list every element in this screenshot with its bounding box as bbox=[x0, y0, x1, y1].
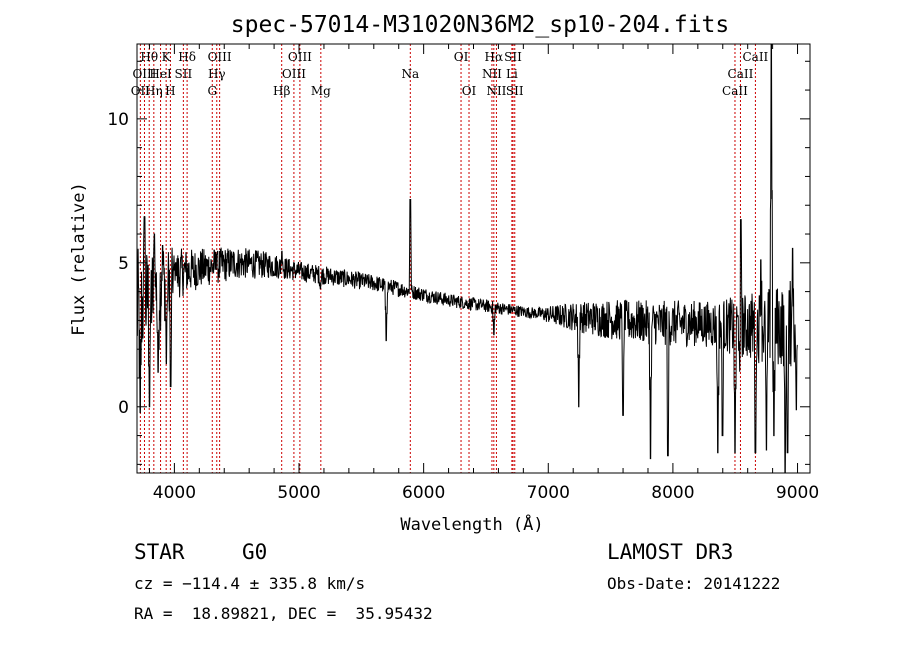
spectral-line-label: OII bbox=[131, 84, 151, 98]
spectral-line-label: NII bbox=[486, 84, 506, 98]
spectral-line-label: CaII bbox=[728, 67, 754, 81]
survey-label: LAMOST DR3 bbox=[607, 540, 734, 564]
spectral-line-label: OIII bbox=[208, 50, 232, 64]
spectral-line-label: CaII bbox=[742, 50, 768, 64]
spectrum-line bbox=[136, 43, 798, 474]
spectral-line-label: SII bbox=[506, 84, 524, 98]
x-tick-label: 8000 bbox=[651, 483, 694, 503]
y-tick-label: 10 bbox=[107, 110, 129, 130]
spectral-line-label: OI bbox=[462, 84, 477, 98]
axis-ticks: 4000 5000 6000 7000 8000 9000 0 5 10 bbox=[107, 44, 819, 503]
spectral-line-label: Hη bbox=[145, 84, 163, 98]
x-tick-label: 6000 bbox=[402, 483, 445, 503]
spectral-line-label: H bbox=[165, 84, 175, 98]
subclass-label: G0 bbox=[242, 540, 268, 564]
coordinates-text: RA = 18.89821, DEC = 35.95432 bbox=[134, 604, 433, 623]
spectral-line-label: Hδ bbox=[178, 50, 196, 64]
y-axis-label: Flux (relative) bbox=[69, 182, 89, 336]
x-tick-label: 4000 bbox=[153, 483, 196, 503]
spectral-line-label: OI bbox=[454, 50, 469, 64]
spectral-line-label: Hθ bbox=[140, 50, 158, 64]
spectral-line-label: Li bbox=[506, 67, 518, 81]
chart-title: spec-57014-M31020N36M2_sp10-204.fits bbox=[231, 12, 730, 38]
spectral-line-label: K bbox=[162, 50, 172, 64]
x-tick-label: 5000 bbox=[277, 483, 320, 503]
spectral-line-label: SII bbox=[175, 67, 193, 81]
spectral-line-label: NII bbox=[482, 67, 502, 81]
spectral-line-label: Hβ bbox=[273, 84, 290, 98]
obs-date-text: Obs-Date: 20141222 bbox=[607, 574, 781, 593]
class-label: STAR bbox=[134, 540, 185, 564]
spectral-line-label: OIII bbox=[282, 67, 306, 81]
spectral-line-label: OIII bbox=[132, 67, 156, 81]
spectral-line-label: HeI bbox=[149, 67, 172, 81]
x-axis-label: Wavelength (Å) bbox=[400, 513, 543, 535]
spectral-line-label: Mg bbox=[311, 84, 331, 98]
spectral-line-label: OIII bbox=[288, 50, 312, 64]
spectral-line-label: CaII bbox=[722, 84, 748, 98]
x-tick-label: 9000 bbox=[776, 483, 819, 503]
y-tick-label: 5 bbox=[118, 254, 129, 274]
redshift-text: cz = −114.4 ± 335.8 km/s bbox=[134, 574, 366, 593]
spectral-line-label: SII bbox=[504, 50, 522, 64]
spectral-line-label: Na bbox=[401, 67, 419, 81]
y-tick-label: 0 bbox=[118, 398, 129, 418]
x-tick-label: 7000 bbox=[527, 483, 570, 503]
spectral-line-label: Hγ bbox=[208, 67, 226, 81]
spectral-line-label: G bbox=[207, 84, 217, 98]
spectral-line-label: Hα bbox=[485, 50, 504, 64]
